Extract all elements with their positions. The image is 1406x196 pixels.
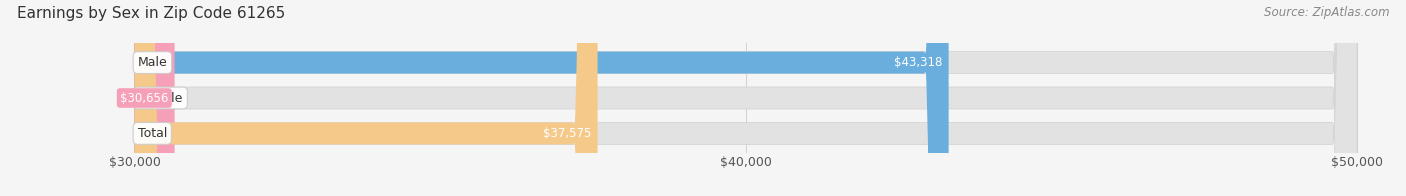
Text: Male: Male xyxy=(138,56,167,69)
FancyBboxPatch shape xyxy=(135,0,949,196)
FancyBboxPatch shape xyxy=(135,0,174,196)
Text: $37,575: $37,575 xyxy=(543,127,592,140)
FancyBboxPatch shape xyxy=(135,0,1357,196)
FancyBboxPatch shape xyxy=(135,0,598,196)
Text: Source: ZipAtlas.com: Source: ZipAtlas.com xyxy=(1264,6,1389,19)
Text: $30,656: $30,656 xyxy=(120,92,169,104)
FancyBboxPatch shape xyxy=(135,0,1357,196)
Text: Total: Total xyxy=(138,127,167,140)
Text: $43,318: $43,318 xyxy=(894,56,942,69)
Text: Earnings by Sex in Zip Code 61265: Earnings by Sex in Zip Code 61265 xyxy=(17,6,285,21)
Text: Female: Female xyxy=(138,92,183,104)
FancyBboxPatch shape xyxy=(135,0,1357,196)
